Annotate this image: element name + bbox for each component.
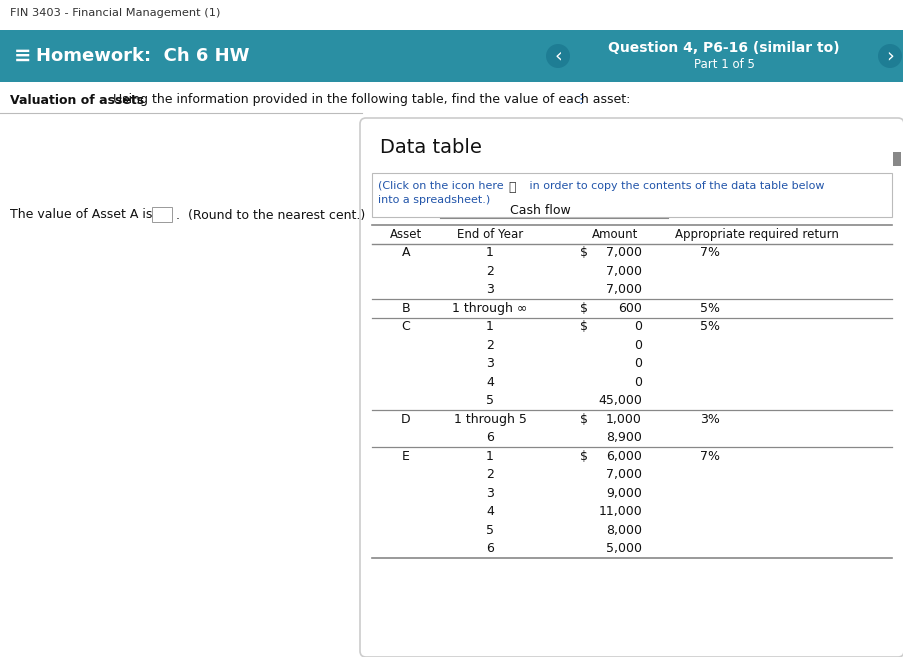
Text: ⋮: ⋮ [573, 93, 586, 106]
Text: Amount: Amount [591, 228, 638, 240]
Text: 7,000: 7,000 [605, 283, 641, 296]
Text: 7%: 7% [699, 246, 719, 260]
Text: $: $ [580, 302, 587, 315]
Text: End of Year: End of Year [456, 228, 523, 240]
Text: 0: 0 [633, 339, 641, 351]
Bar [0, 113, 361, 657]
Text: 3%: 3% [699, 413, 719, 426]
Text: 11,000: 11,000 [598, 505, 641, 518]
Text: 8,000: 8,000 [605, 524, 641, 537]
Text: 5: 5 [486, 394, 493, 407]
Text: 2: 2 [486, 265, 493, 278]
Bar [152, 207, 172, 222]
Text: Part 1 of 5: Part 1 of 5 [693, 58, 754, 70]
Text: ‹: ‹ [554, 47, 562, 66]
Text: 1,000: 1,000 [605, 413, 641, 426]
Text: Using the information provided in the following table, find the value of each as: Using the information provided in the fo… [105, 93, 629, 106]
Text: ›: › [885, 47, 893, 66]
Bar [0, 30, 903, 82]
Text: 7%: 7% [699, 450, 719, 463]
Text: 8,900: 8,900 [605, 431, 641, 444]
Text: 0: 0 [633, 357, 641, 371]
Text: $: $ [580, 413, 587, 426]
Text: Asset: Asset [389, 228, 422, 240]
Text: 7,000: 7,000 [605, 468, 641, 481]
Text: 6,000: 6,000 [605, 450, 641, 463]
Text: 5: 5 [486, 524, 493, 537]
Text: $: $ [580, 246, 587, 260]
Text: Question 4, P6-16 (similar to): Question 4, P6-16 (similar to) [608, 41, 839, 55]
FancyBboxPatch shape [359, 118, 903, 657]
Text: The value of Asset A is $: The value of Asset A is $ [10, 208, 164, 221]
Text: Cash flow: Cash flow [509, 204, 570, 217]
Text: 5,000: 5,000 [605, 542, 641, 555]
Bar [892, 152, 900, 166]
Text: C: C [401, 320, 410, 333]
Text: FIN 3403 - Financial Management (1): FIN 3403 - Financial Management (1) [10, 8, 220, 18]
Text: $: $ [580, 450, 587, 463]
Text: (Click on the icon here: (Click on the icon here [377, 181, 507, 191]
Text: 5%: 5% [699, 302, 719, 315]
Text: 9,000: 9,000 [605, 487, 641, 500]
Text: ≡: ≡ [14, 46, 32, 66]
Text: 1 through 5: 1 through 5 [453, 413, 526, 426]
Text: A: A [401, 246, 410, 260]
Text: ⎗: ⎗ [507, 181, 515, 194]
Text: 1: 1 [486, 450, 493, 463]
Circle shape [545, 44, 570, 68]
Text: 0: 0 [633, 376, 641, 389]
Text: 1: 1 [486, 246, 493, 260]
Text: 4: 4 [486, 376, 493, 389]
Text: 2: 2 [486, 468, 493, 481]
Circle shape [877, 44, 901, 68]
Text: 600: 600 [618, 302, 641, 315]
Text: D: D [401, 413, 410, 426]
Text: into a spreadsheet.): into a spreadsheet.) [377, 195, 489, 205]
Text: 3: 3 [486, 487, 493, 500]
Text: 1: 1 [486, 320, 493, 333]
Text: 1 through ∞: 1 through ∞ [452, 302, 527, 315]
Text: 3: 3 [486, 283, 493, 296]
Text: Homework:  Ch 6 HW: Homework: Ch 6 HW [36, 47, 249, 65]
Bar [372, 173, 891, 217]
Text: Appropriate required return: Appropriate required return [675, 228, 838, 240]
Text: 4: 4 [486, 505, 493, 518]
Text: 3: 3 [486, 357, 493, 371]
Text: Data table: Data table [379, 138, 481, 157]
Text: 45,000: 45,000 [598, 394, 641, 407]
Text: 2: 2 [486, 339, 493, 351]
Text: 6: 6 [486, 542, 493, 555]
Text: Valuation of assets: Valuation of assets [10, 93, 144, 106]
Text: in order to copy the contents of the data table below: in order to copy the contents of the dat… [526, 181, 824, 191]
Text: .  (Round to the nearest cent.): . (Round to the nearest cent.) [176, 208, 365, 221]
Text: 7,000: 7,000 [605, 265, 641, 278]
Text: 0: 0 [633, 320, 641, 333]
Text: B: B [401, 302, 410, 315]
Text: 6: 6 [486, 431, 493, 444]
Text: $: $ [580, 320, 587, 333]
Text: 7,000: 7,000 [605, 246, 641, 260]
Text: 5%: 5% [699, 320, 719, 333]
Text: E: E [402, 450, 409, 463]
